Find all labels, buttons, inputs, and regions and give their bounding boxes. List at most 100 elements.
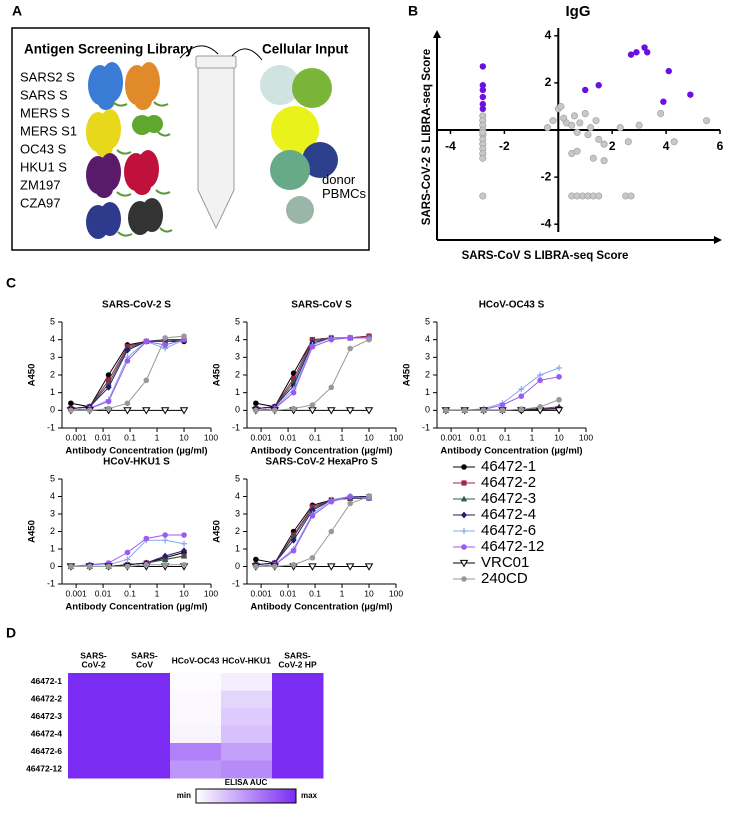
x-tick-label: 100 <box>579 432 593 442</box>
point <box>568 121 576 129</box>
heatmap-cell <box>68 690 120 709</box>
point <box>124 549 131 556</box>
point <box>253 400 259 407</box>
y-tick-label: 2 <box>545 75 552 89</box>
heatmap-cell <box>170 690 222 709</box>
point <box>309 507 316 514</box>
column-label: SARS-CoV-2 <box>80 651 107 670</box>
point <box>271 563 278 570</box>
y-tick-label: 2 <box>235 369 240 379</box>
y-tick-label: 0 <box>235 405 240 415</box>
x-tick-label: 0.001 <box>440 432 462 442</box>
row-label: 46472-12 <box>26 764 62 774</box>
y-tick-label: 0 <box>50 405 55 415</box>
cells-label: donor PBMCs <box>322 172 367 201</box>
point <box>105 563 112 570</box>
heatmap-cell <box>119 690 171 709</box>
point <box>181 532 187 538</box>
x-tick-label: 4 <box>663 139 670 153</box>
point <box>345 407 355 415</box>
point <box>573 147 581 155</box>
point <box>309 343 316 350</box>
point <box>181 547 188 555</box>
y-tick-label: 3 <box>235 508 240 518</box>
point <box>105 398 112 405</box>
legend-label: 46472-12 <box>481 538 544 555</box>
x-tick-label: 1 <box>340 432 345 442</box>
point <box>644 49 651 56</box>
x-tick-label: 100 <box>204 432 218 442</box>
point <box>479 105 487 113</box>
colorbar-title: ELISA AUC <box>225 778 268 787</box>
y-tick-label: 3 <box>50 508 55 518</box>
point <box>180 552 188 559</box>
point <box>657 110 665 118</box>
row-label: 46472-1 <box>31 676 62 686</box>
point <box>347 493 353 500</box>
point <box>124 346 131 354</box>
x-tick-label: 0.1 <box>309 432 321 442</box>
heatmap-cell <box>221 673 273 691</box>
point <box>290 375 297 382</box>
point <box>142 407 151 415</box>
x-tick-label: 10 <box>554 432 564 442</box>
x-axis-title: SARS-CoV S LIBRA-seq Score <box>462 250 629 262</box>
point <box>347 345 353 352</box>
y-tick-label: -1 <box>47 578 55 588</box>
point <box>162 335 168 341</box>
x-tick-label: 0.1 <box>309 588 321 598</box>
heatmap-cell <box>170 708 222 726</box>
y-tick-label: 2 <box>50 369 55 379</box>
legend-label: 46472-1 <box>481 458 536 475</box>
y-tick-label: 4 <box>235 334 240 344</box>
heatmap-cell <box>170 725 222 744</box>
x-tick-label: -4 <box>445 139 456 153</box>
legend-label: 240CD <box>481 570 528 587</box>
y-tick-label: -1 <box>232 422 240 432</box>
x-tick-label: 0.01 <box>95 432 112 442</box>
legend-marker <box>461 511 467 519</box>
chart-title: HCoV-OC43 S <box>479 300 545 311</box>
legend-marker <box>461 480 467 486</box>
y-axis-title: A450 <box>402 364 413 387</box>
y-tick-label: 2 <box>425 369 430 379</box>
column-label: HCoV-OC43 <box>172 655 220 665</box>
y-tick-label: 5 <box>425 316 430 326</box>
y-axis-title: A450 <box>27 364 38 387</box>
point <box>595 192 603 200</box>
point <box>660 98 667 105</box>
legend-label: 46472-3 <box>481 490 536 507</box>
point <box>253 556 259 563</box>
x-tick-label: 10 <box>364 588 374 598</box>
point <box>479 154 487 162</box>
y-tick-label: 3 <box>50 352 55 362</box>
point <box>600 157 608 165</box>
point <box>143 535 150 542</box>
row-label: 46472-2 <box>31 694 62 704</box>
point <box>479 192 487 200</box>
point <box>68 407 74 414</box>
point <box>143 377 150 384</box>
point <box>124 563 131 570</box>
cellular-title: Cellular Input <box>262 42 349 57</box>
y-tick-label: -1 <box>47 422 55 432</box>
x-tick-label: 2 <box>609 139 616 153</box>
panel-label: B <box>408 3 418 19</box>
point <box>576 119 584 127</box>
heatmap-cell <box>272 690 324 709</box>
heatmap-cell <box>170 760 222 779</box>
heatmap-cell <box>119 708 171 726</box>
x-tick-label: 10 <box>179 588 189 598</box>
antigen-icons <box>86 62 173 239</box>
y-tick-label: 5 <box>235 473 240 483</box>
heatmap-cell <box>221 760 273 779</box>
point <box>290 389 297 396</box>
point <box>86 563 93 570</box>
point <box>549 117 557 125</box>
point <box>366 336 372 343</box>
point <box>309 512 316 519</box>
point <box>595 82 602 89</box>
y-tick-label: 1 <box>235 387 240 397</box>
point <box>582 86 589 94</box>
